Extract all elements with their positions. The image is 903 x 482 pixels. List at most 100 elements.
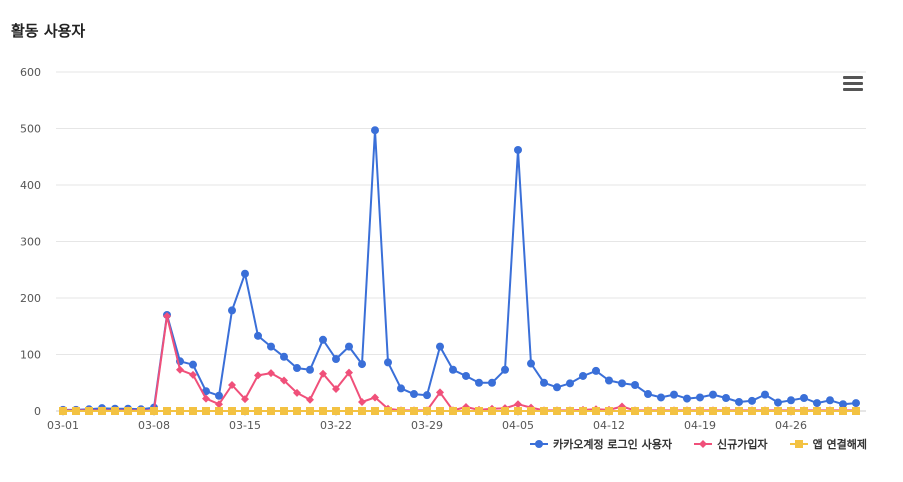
data-point [72,407,80,415]
data-point [280,376,288,385]
data-point [514,407,522,415]
chart-title: 활동 사용자 [11,22,86,40]
legend-diamond-marker-icon [693,440,712,448]
data-point [306,395,314,404]
x-tick-label: 04-19 [684,419,716,432]
data-point [332,355,340,364]
data-point [280,407,288,415]
data-point [475,378,483,387]
data-point [124,407,132,415]
data-point [410,407,418,415]
data-point [98,407,106,415]
data-point [241,395,249,404]
data-point [319,407,327,415]
data-point [449,365,457,374]
data-point [670,407,678,415]
legend-label: 카카오계정 로그인 사용자 [552,438,672,451]
data-point [267,342,275,351]
data-point [852,399,860,408]
data-point [410,390,418,399]
data-point [722,394,730,403]
data-point [436,342,444,351]
x-tick-label: 03-22 [320,419,352,432]
data-point [748,407,756,415]
data-point [488,407,496,415]
data-point [163,407,171,415]
data-point [761,407,769,415]
data-point [176,365,184,374]
data-point [189,360,197,369]
data-point [267,407,275,415]
data-point [358,360,366,369]
data-point [644,407,652,415]
data-point [449,407,457,415]
data-point [293,388,301,397]
data-point [215,407,223,415]
data-point [306,365,314,374]
data-point [566,407,574,415]
data-point [735,397,743,406]
data-point [605,376,613,385]
y-tick-label: 0 [34,405,41,418]
data-point [774,407,782,415]
y-tick-label: 400 [20,179,41,192]
data-point [397,407,405,415]
data-point [605,407,613,415]
data-point [423,407,431,415]
data-point [215,400,223,409]
data-point [345,368,353,377]
data-point [228,381,236,390]
data-point [241,407,249,415]
legend: 카카오계정 로그인 사용자 신규가입자 앱 연결해제 [529,436,867,452]
data-point [254,331,262,340]
data-point [228,306,236,315]
menu-icon[interactable] [843,76,863,92]
data-point [800,394,808,403]
data-point [462,407,470,415]
data-point [85,407,93,415]
data-point [475,407,483,415]
x-tick-label: 04-12 [593,419,625,432]
data-point [436,407,444,415]
data-point [254,407,262,415]
legend-label: 신규가입자 [716,438,768,451]
data-point [540,407,548,415]
data-point [761,390,769,399]
legend-item-login-users[interactable]: 카카오계정 로그인 사용자 [529,436,672,452]
x-tick-label: 04-26 [775,419,807,432]
x-tick-label: 04-05 [502,419,534,432]
data-point [631,407,639,415]
data-point [267,369,275,378]
data-point [163,312,171,321]
data-point [813,399,821,408]
data-point [371,126,379,135]
data-point [176,407,184,415]
data-point [683,394,691,403]
y-tick-label: 600 [20,66,41,79]
data-point [345,407,353,415]
data-point [774,398,782,407]
data-point [631,381,639,390]
data-point [111,407,119,415]
data-point [345,342,353,351]
data-point [215,391,223,400]
data-point [397,384,405,393]
data-point [826,396,834,405]
data-point [670,390,678,399]
data-point [241,269,249,278]
data-point [371,393,379,402]
data-point [501,407,509,415]
data-point [566,379,574,388]
data-point [696,407,704,415]
data-point [839,407,847,415]
data-point [657,393,665,402]
data-point [332,384,340,393]
data-point [592,366,600,375]
data-point [813,407,821,415]
data-point [852,407,860,415]
data-point [332,407,340,415]
legend-item-new-signups[interactable]: 신규가입자 [693,436,768,452]
legend-item-app-unlink[interactable]: 앱 연결해제 [789,436,867,452]
data-point [553,407,561,415]
data-point [527,407,535,415]
